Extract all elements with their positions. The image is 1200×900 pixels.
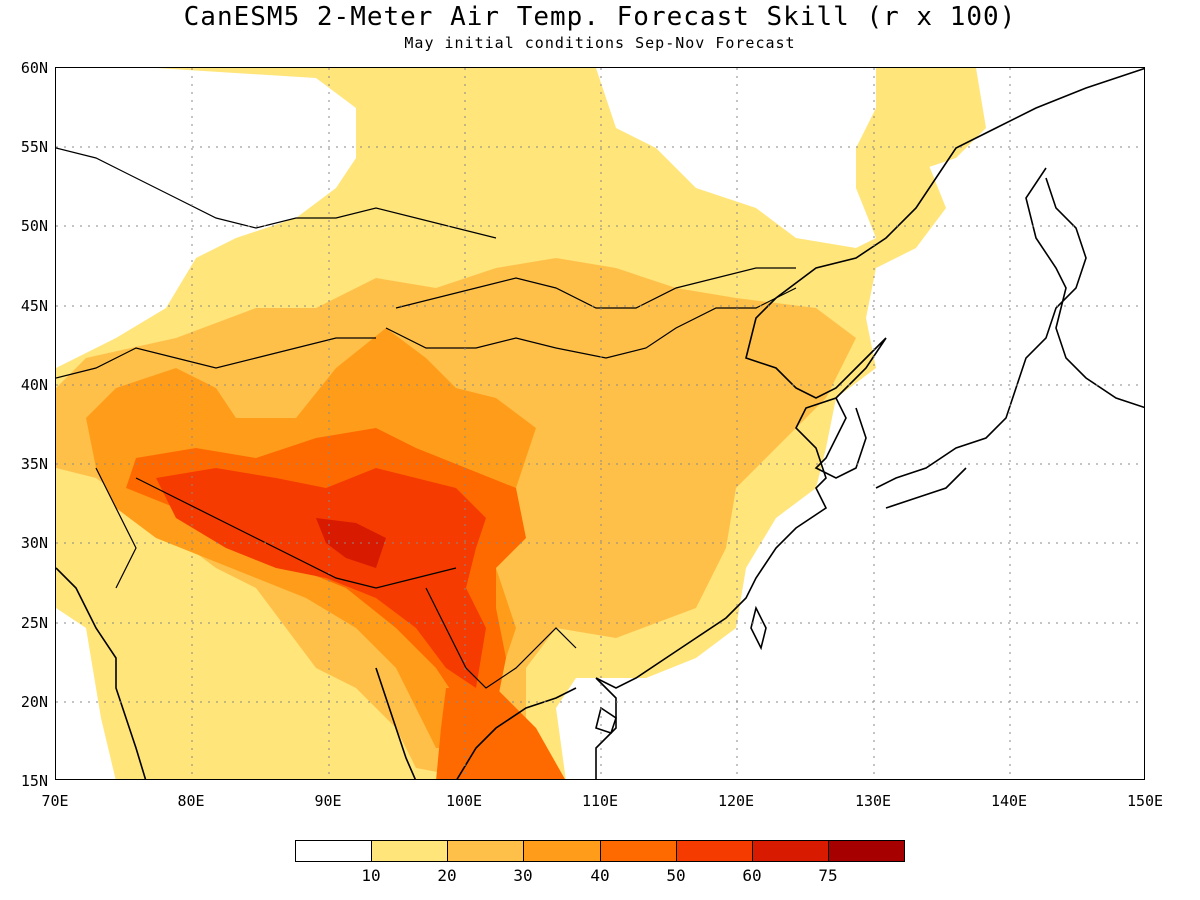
colorbar-label-20: 20 [437,866,457,885]
colorbar-label-10: 10 [361,866,381,885]
colorbar-label-60: 60 [742,866,762,885]
colorbar-label-30: 30 [513,866,533,885]
border-china-mongolia [385,267,797,359]
colorbar-label-50: 50 [666,866,686,885]
coastline-india [56,567,417,779]
coastline-east-asia [595,68,1144,689]
colorbar-bin-1 [372,841,449,861]
lat-label-25n: 25N [20,614,48,632]
lat-label-30n: 30N [20,534,48,552]
lon-label-150e: 150E [1126,792,1164,810]
lat-label-40n: 40N [20,376,48,394]
coastlines [56,68,1144,779]
coastline-taiwan [750,605,767,651]
coastline-japan [875,177,1087,509]
coastline-indochina [456,677,617,779]
skill-field [56,68,986,779]
lon-label-130e: 130E [854,792,892,810]
border-central-asia [56,337,376,379]
map-frame [55,67,1145,780]
border-india-west [95,467,137,589]
colorbar-bin-6 [752,841,829,861]
skill-contour-60 [316,518,386,568]
lon-label-70e: 70E [41,792,69,810]
border-himalaya [135,477,457,589]
lat-label-60n: 60N [20,59,48,77]
coastline-korea [814,397,867,479]
lat-label-35n: 35N [20,455,48,473]
colorbar-label-75: 75 [818,866,838,885]
lat-label-20n: 20N [20,693,48,711]
colorbar [295,840,905,862]
graticule [56,68,1144,779]
colorbar-bin-7 [828,841,904,861]
coastline-hainan [595,706,617,735]
colorbar-bin-4 [600,841,677,861]
skill-contour-50 [156,468,486,688]
chart-title: CanESM5 2-Meter Air Temp. Forecast Skill… [183,2,1017,32]
skill-map [56,68,1144,779]
coastline-sea-of-okhotsk [1025,167,1144,409]
border-southeast-asia [425,587,577,689]
lon-label-100e: 100E [445,792,483,810]
lat-label-50n: 50N [20,217,48,235]
colorbar-bin-5 [676,841,753,861]
colorbar-bin-0 [296,841,373,861]
colorbar-bin-3 [524,841,601,861]
lat-label-45n: 45N [20,297,48,315]
lon-label-90e: 90E [314,792,342,810]
chart-subtitle: May initial conditions Sep-Nov Forecast [404,34,796,52]
lon-label-110e: 110E [581,792,619,810]
colorbar-bin-2 [448,841,525,861]
border-russia-north [56,147,497,239]
lon-label-140e: 140E [990,792,1028,810]
skill-contour-10-ne [876,68,986,168]
lon-label-80e: 80E [177,792,205,810]
lat-label-55n: 55N [20,138,48,156]
skill-contour-40-south [436,688,565,779]
country-borders [56,147,797,689]
colorbar-label-40: 40 [590,866,610,885]
lon-label-120e: 120E [717,792,755,810]
lat-label-15n: 15N [20,772,48,790]
